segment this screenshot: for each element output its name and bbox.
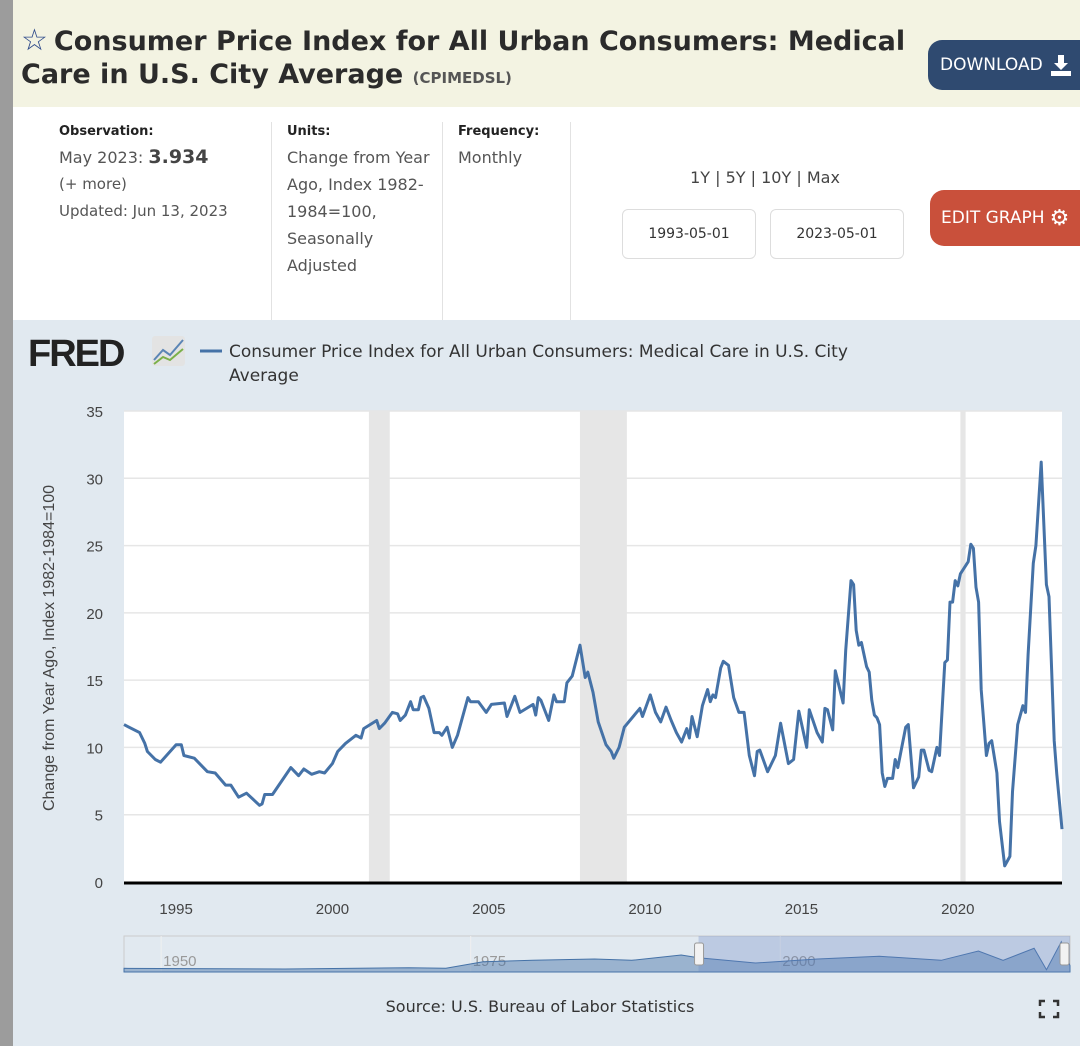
navigator-tick-label: 2000 xyxy=(782,953,815,970)
navigator-handle[interactable] xyxy=(1059,942,1070,966)
range-max[interactable]: Max xyxy=(806,168,840,187)
x-tick-label: 1995 xyxy=(159,901,192,918)
y-tick-label: 5 xyxy=(95,808,103,825)
end-date-input[interactable]: 2023-05-01 xyxy=(770,209,904,259)
navigator xyxy=(123,935,1071,973)
frequency-block: Frequency: Monthly xyxy=(458,124,540,167)
recession-band xyxy=(368,411,390,882)
observation-value: 3.934 xyxy=(148,146,209,168)
star-icon[interactable]: ☆ xyxy=(21,23,48,58)
fred-logo-chart-icon xyxy=(153,348,184,365)
updated-date: Updated: Jun 13, 2023 xyxy=(59,202,228,220)
page-title: ☆ Consumer Price Index for All Urban Cons… xyxy=(21,23,906,90)
start-date-input[interactable]: 1993-05-01 xyxy=(622,209,756,259)
y-tick-label: 15 xyxy=(86,673,103,690)
window-edge xyxy=(0,0,13,1046)
download-icon xyxy=(1050,55,1071,76)
divider xyxy=(271,122,272,320)
source-text: Source: U.S. Bureau of Labor Statistics xyxy=(385,997,695,1016)
y-tick-label: 35 xyxy=(86,404,103,421)
x-tick-label: 2005 xyxy=(472,901,505,918)
recession-band xyxy=(960,411,966,882)
x-tick-label: 2000 xyxy=(316,901,349,918)
x-tick-label: 2015 xyxy=(785,901,818,918)
x-tick-label: 2010 xyxy=(628,901,661,918)
edit-graph-button[interactable]: EDIT GRAPH ⚙ xyxy=(930,190,1080,246)
range-5y[interactable]: 5Y xyxy=(725,168,746,187)
fred-logo: FRED xyxy=(28,333,124,375)
gear-icon: ⚙ xyxy=(1049,205,1070,231)
y-tick-label: 30 xyxy=(86,471,103,488)
legend-entry: Consumer Price Index for All Urban Consu… xyxy=(229,342,848,386)
y-axis-label: Change from Year Ago, Index 1982-1984=10… xyxy=(41,485,58,811)
fullscreen-icon-corner xyxy=(1038,999,1045,1006)
divider xyxy=(442,122,443,320)
divider xyxy=(570,122,571,320)
range-selector: 1Y | 5Y | 10Y | Max xyxy=(690,168,840,187)
navigator-tick-label: 1950 xyxy=(163,953,196,970)
navigator-selection xyxy=(698,936,1070,972)
series-id: (CPIMEDSL) xyxy=(412,69,512,87)
range-1y[interactable]: 1Y xyxy=(690,168,711,187)
y-tick-label: 25 xyxy=(86,539,103,556)
y-tick-label: 10 xyxy=(86,740,103,757)
observation-block: Observation: May 2023: 3.934 (+ more) Up… xyxy=(59,122,228,225)
series-line xyxy=(123,460,1064,868)
navigator-handle[interactable] xyxy=(694,942,705,966)
recession-band xyxy=(579,411,627,882)
y-tick-label: 0 xyxy=(95,875,103,892)
range-10y[interactable]: 10Y xyxy=(761,168,792,187)
fullscreen-icon[interactable] xyxy=(1038,999,1060,1019)
download-button[interactable]: DOWNLOAD xyxy=(928,40,1080,90)
series-header: ☆ Consumer Price Index for All Urban Cons… xyxy=(13,0,1080,107)
more-link[interactable]: (+ more) xyxy=(59,175,127,193)
y-tick-label: 20 xyxy=(86,606,103,623)
fullscreen-icon-corner xyxy=(1053,999,1060,1006)
fullscreen-icon-corner xyxy=(1053,1012,1060,1019)
x-tick-label: 2020 xyxy=(941,901,974,918)
units-block: Units: Change from Year Ago, Index 1982-… xyxy=(287,124,430,275)
fred-logo-chart-icon xyxy=(153,339,184,361)
fullscreen-icon-corner xyxy=(1038,1012,1045,1019)
navigator-series xyxy=(123,940,1071,973)
